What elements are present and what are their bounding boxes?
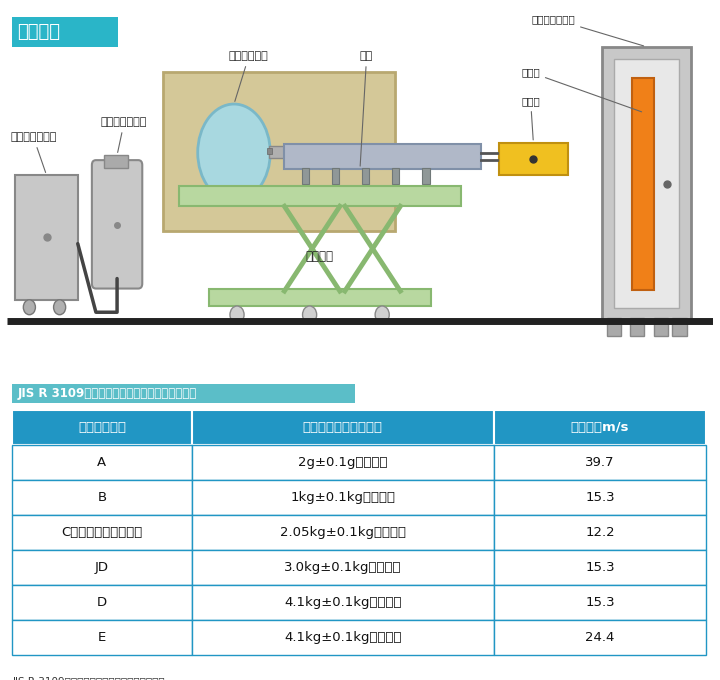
Text: B: B (97, 491, 107, 504)
FancyBboxPatch shape (423, 167, 430, 184)
Text: 2g±0.1g（鋼球）: 2g±0.1g（鋼球） (298, 456, 387, 469)
Text: 4.1kg±0.1kg（木材）: 4.1kg±0.1kg（木材） (284, 631, 402, 644)
Text: 3.0kg±0.1kg（木材）: 3.0kg±0.1kg（木材） (284, 561, 402, 574)
FancyBboxPatch shape (267, 148, 272, 154)
FancyBboxPatch shape (192, 410, 494, 445)
Text: コンプレッサー: コンプレッサー (10, 132, 57, 173)
Circle shape (53, 300, 66, 315)
FancyBboxPatch shape (494, 445, 706, 480)
FancyBboxPatch shape (630, 318, 644, 336)
FancyBboxPatch shape (672, 318, 687, 336)
FancyBboxPatch shape (302, 167, 309, 184)
FancyBboxPatch shape (192, 480, 494, 515)
Text: 衝撃速度m/s: 衝撃速度m/s (571, 421, 629, 434)
FancyBboxPatch shape (192, 445, 494, 480)
Text: 39.7: 39.7 (585, 456, 615, 469)
Text: 24.4: 24.4 (585, 631, 615, 644)
FancyBboxPatch shape (332, 167, 339, 184)
FancyBboxPatch shape (92, 160, 143, 288)
Text: 砲身: 砲身 (360, 51, 373, 166)
FancyBboxPatch shape (192, 515, 494, 550)
FancyBboxPatch shape (494, 410, 706, 445)
FancyBboxPatch shape (12, 17, 118, 47)
FancyBboxPatch shape (192, 550, 494, 585)
FancyBboxPatch shape (163, 71, 395, 231)
Text: 4.1kg±0.1kg（木材）: 4.1kg±0.1kg（木材） (284, 596, 402, 609)
FancyBboxPatch shape (269, 146, 285, 158)
FancyBboxPatch shape (15, 175, 78, 300)
Text: 15.3: 15.3 (585, 491, 615, 504)
FancyBboxPatch shape (12, 384, 355, 403)
FancyBboxPatch shape (494, 515, 706, 550)
Circle shape (302, 306, 317, 324)
Text: 試験装置: 試験装置 (17, 22, 60, 41)
FancyBboxPatch shape (12, 585, 192, 619)
Circle shape (230, 306, 244, 324)
FancyBboxPatch shape (602, 47, 690, 321)
Text: 取付台座: 取付台座 (306, 250, 333, 262)
FancyBboxPatch shape (494, 550, 706, 585)
Ellipse shape (198, 104, 270, 201)
Text: リザーブタンク: リザーブタンク (101, 117, 148, 152)
Text: A: A (97, 456, 107, 469)
Text: 15.3: 15.3 (585, 596, 615, 609)
Text: 加撃体の質量（材質）: 加撃体の質量（材質） (303, 421, 383, 434)
FancyBboxPatch shape (12, 619, 192, 655)
Text: JIS R 3109記載：加撃体の種類及び衝突速度表: JIS R 3109記載：加撃体の種類及び衝突速度表 (17, 387, 197, 400)
FancyBboxPatch shape (209, 288, 431, 306)
FancyBboxPatch shape (632, 78, 654, 290)
FancyBboxPatch shape (392, 167, 400, 184)
FancyBboxPatch shape (192, 585, 494, 619)
FancyBboxPatch shape (607, 318, 621, 336)
Text: E: E (98, 631, 106, 644)
Text: 加撃体: 加撃体 (521, 96, 540, 140)
Text: JD: JD (95, 561, 109, 574)
FancyBboxPatch shape (494, 619, 706, 655)
FancyBboxPatch shape (12, 550, 192, 585)
Text: エアータンク: エアータンク (229, 51, 269, 101)
Text: C（屋根瓦破片相当）: C（屋根瓦破片相当） (61, 526, 143, 539)
FancyBboxPatch shape (12, 480, 192, 515)
Text: 試験体: 試験体 (521, 67, 642, 112)
Text: 15.3: 15.3 (585, 561, 615, 574)
FancyBboxPatch shape (499, 143, 567, 175)
FancyBboxPatch shape (362, 167, 369, 184)
FancyBboxPatch shape (654, 318, 668, 336)
Text: 加撃体の種類: 加撃体の種類 (78, 421, 126, 434)
FancyBboxPatch shape (12, 445, 192, 480)
FancyBboxPatch shape (12, 410, 192, 445)
Text: 1kg±0.1kg（木材）: 1kg±0.1kg（木材） (290, 491, 395, 504)
FancyBboxPatch shape (494, 480, 706, 515)
Text: 試験体取付治具: 試験体取付治具 (531, 14, 644, 46)
Text: JIS R 3109記載：加撃体の種類及び衝突速度表: JIS R 3109記載：加撃体の種類及び衝突速度表 (12, 677, 165, 680)
Circle shape (375, 306, 390, 324)
FancyBboxPatch shape (179, 186, 461, 206)
Text: D: D (97, 596, 107, 609)
FancyBboxPatch shape (12, 515, 192, 550)
FancyBboxPatch shape (284, 144, 481, 169)
FancyBboxPatch shape (104, 155, 128, 167)
FancyBboxPatch shape (494, 585, 706, 619)
FancyBboxPatch shape (614, 59, 678, 309)
Circle shape (23, 300, 35, 315)
Text: 2.05kg±0.1kg（木材）: 2.05kg±0.1kg（木材） (280, 526, 406, 539)
Text: 12.2: 12.2 (585, 526, 615, 539)
FancyBboxPatch shape (192, 619, 494, 655)
